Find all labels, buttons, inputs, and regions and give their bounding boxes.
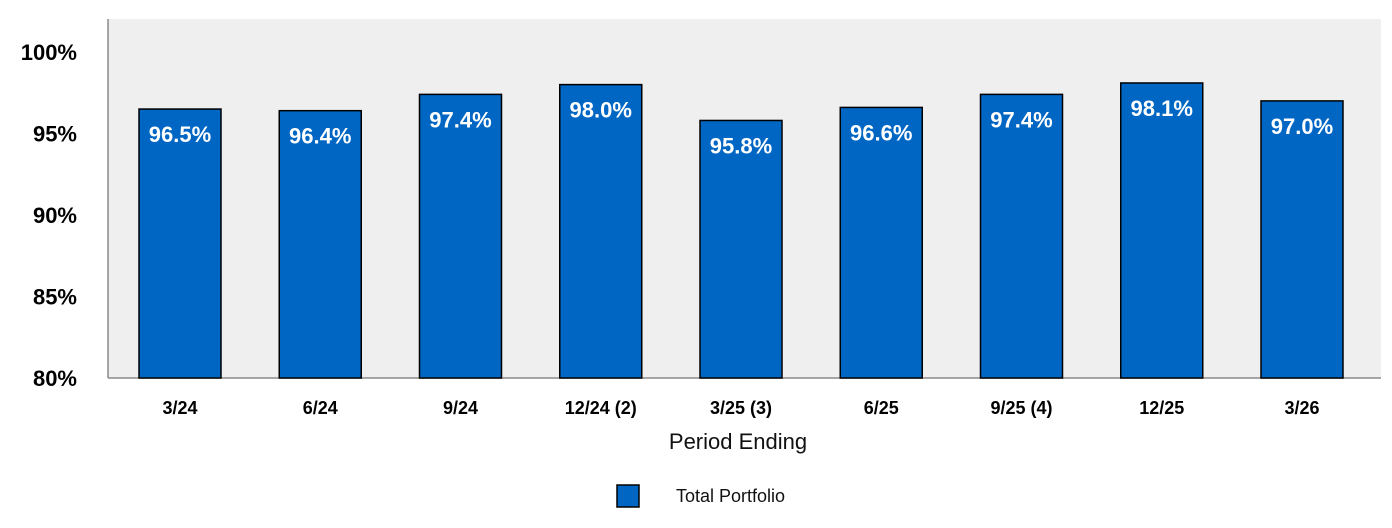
y-tick-label-90: 90% xyxy=(33,203,77,228)
bar-9-24 xyxy=(418,93,503,379)
bar-value-label-12-25: 98.1% xyxy=(1131,96,1193,121)
bar-value-label-3-26: 97.0% xyxy=(1271,114,1333,139)
bar-labels-group: 96.5% 96.4% 97.4% 98.0% 95.8% 96.6% 97.4% 98.1%… xyxy=(149,96,1333,158)
bar-3-26 xyxy=(1260,100,1344,379)
x-tick-label-12-24-2: 12/24 (2) xyxy=(565,398,637,418)
bar-value-label-6-25: 96.6% xyxy=(850,120,912,145)
x-axis-title: Period Ending xyxy=(669,429,807,454)
bar-6-24 xyxy=(278,109,362,379)
bar-value-label-9-24: 97.4% xyxy=(429,107,491,132)
bar-value-label-12-24-2: 98.0% xyxy=(570,98,632,123)
x-tick-label-6-25: 6/25 xyxy=(864,398,899,418)
x-axis-ticks: 3/24 6/24 9/24 12/24 (2) 3/25 (3) 6/25 9/25 (4… xyxy=(162,398,1319,418)
bar-value-label-6-24: 96.4% xyxy=(289,124,351,149)
y-tick-label-85: 85% xyxy=(33,285,77,310)
bar-12-25 xyxy=(1120,82,1204,379)
y-tick-label-80: 80% xyxy=(33,366,77,391)
bar-value-label-3-25-3: 95.8% xyxy=(710,133,772,158)
x-tick-label-3-25-3: 3/25 (3) xyxy=(710,398,772,418)
legend-label-total-portfolio: Total Portfolio xyxy=(676,486,785,506)
legend: Total Portfolio xyxy=(616,484,785,508)
legend-swatch-total-portfolio xyxy=(616,484,640,508)
x-tick-label-9-25-4: 9/25 (4) xyxy=(990,398,1052,418)
y-axis-ticks: 80% 85% 90% 95% 100% xyxy=(21,40,77,391)
x-tick-label-9-24: 9/24 xyxy=(443,398,478,418)
x-tick-label-3-26: 3/26 xyxy=(1284,398,1319,418)
bar-3-24 xyxy=(138,108,222,379)
x-tick-label-6-24: 6/24 xyxy=(303,398,338,418)
bar-3-25-3 xyxy=(699,119,783,379)
bar-12-24-2 xyxy=(559,83,643,379)
x-tick-label-3-24: 3/24 xyxy=(162,398,197,418)
y-tick-label-95: 95% xyxy=(33,122,77,147)
bar-value-label-9-25-4: 97.4% xyxy=(990,107,1052,132)
bar-6-25 xyxy=(839,106,923,379)
bar-9-25-4 xyxy=(979,93,1064,379)
bar-value-label-3-24: 96.5% xyxy=(149,122,211,147)
y-tick-label-100: 100% xyxy=(21,40,77,65)
x-tick-label-12-25: 12/25 xyxy=(1139,398,1184,418)
bars-group xyxy=(138,82,1344,379)
